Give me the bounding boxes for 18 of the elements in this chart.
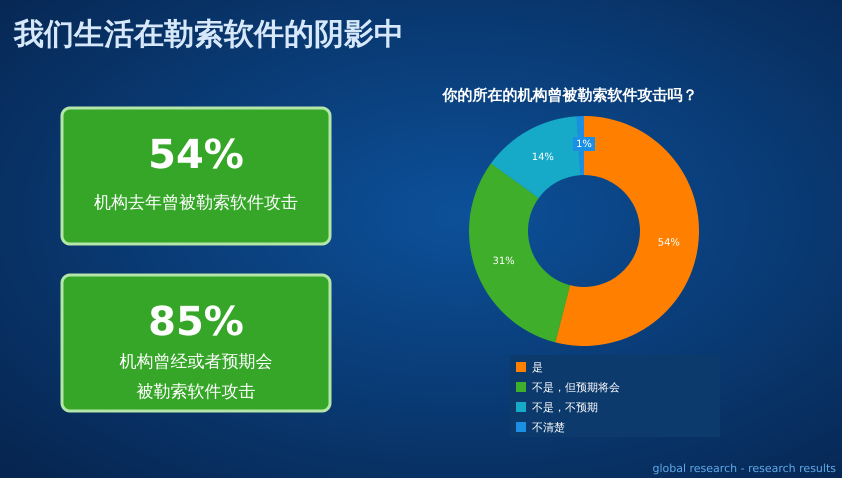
text: 机构曾经或者预期会 xyxy=(120,352,272,372)
text: 被勒索软件攻击 xyxy=(136,382,256,402)
legend-label: 不是，不预期 xyxy=(532,401,598,414)
legend-label: 不清楚 xyxy=(532,421,565,434)
text: 54% xyxy=(148,132,244,178)
text: 85% xyxy=(148,299,244,345)
chart-title: 你的所在的机构曾被勒索软件攻击吗？ xyxy=(442,86,698,104)
legend-label: 是 xyxy=(532,361,543,374)
donut-slice xyxy=(555,116,699,346)
data-label: 31% xyxy=(492,256,515,267)
text: global research - research results xyxy=(652,462,836,475)
legend-label: 不是，但预期将会 xyxy=(532,381,620,394)
text: 我们生活在勒索软件的阴影中 xyxy=(13,17,404,52)
donut-slice xyxy=(469,163,570,342)
data-label: 54% xyxy=(658,238,680,249)
data-label: 1% xyxy=(576,139,592,150)
text: 机构去年曾被勒索软件攻击 xyxy=(94,193,298,213)
data-label: 14% xyxy=(532,152,554,164)
